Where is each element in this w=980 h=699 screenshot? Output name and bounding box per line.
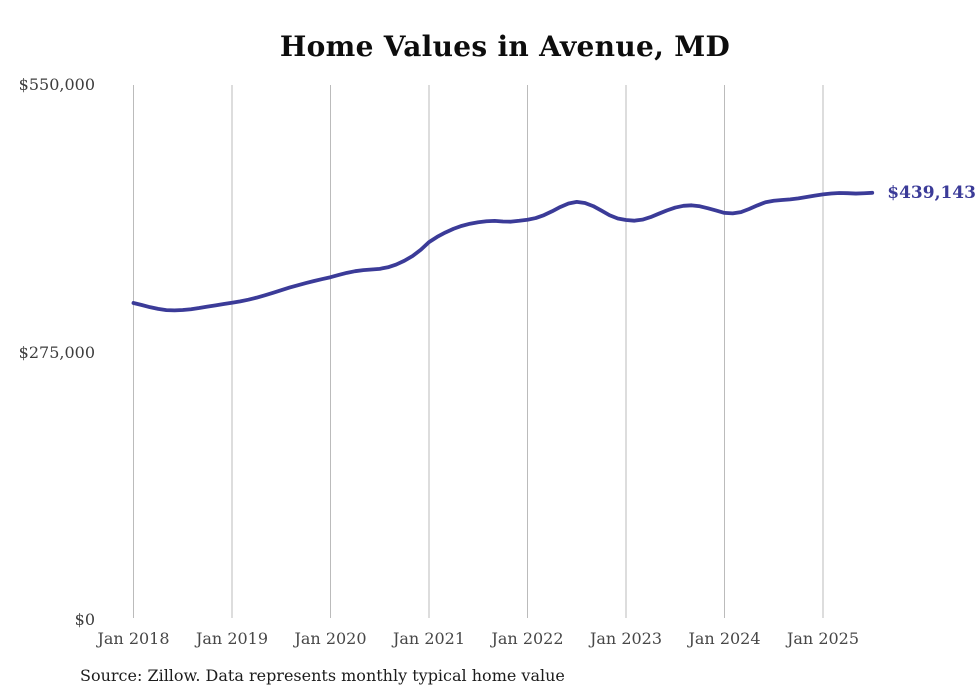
current-value-label: $439,143 <box>887 182 976 203</box>
x-axis-tick-label: Jan 2024 <box>688 629 761 648</box>
chart-title: Home Values in Avenue, MD <box>279 30 731 63</box>
x-axis-tick-label: Jan 2023 <box>589 629 663 648</box>
y-axis-tick-label: $275,000 <box>18 342 95 362</box>
y-axis-tick-label: $550,000 <box>18 75 95 94</box>
y-axis-tick-label: $0 <box>74 610 95 629</box>
x-axis-tick-label: Jan 2018 <box>97 629 170 648</box>
x-axis-tick-label: Jan 2021 <box>392 629 466 648</box>
home-value-line <box>131 190 875 313</box>
source-note: Source: Zillow. Data represents monthly … <box>80 666 565 685</box>
x-axis-tick-label: Jan 2022 <box>491 629 564 648</box>
x-axis-tick-label: Jan 2019 <box>195 629 269 648</box>
x-axis-tick-label: Jan 2020 <box>294 629 367 648</box>
x-axis-tick-label: Jan 2025 <box>786 629 860 648</box>
